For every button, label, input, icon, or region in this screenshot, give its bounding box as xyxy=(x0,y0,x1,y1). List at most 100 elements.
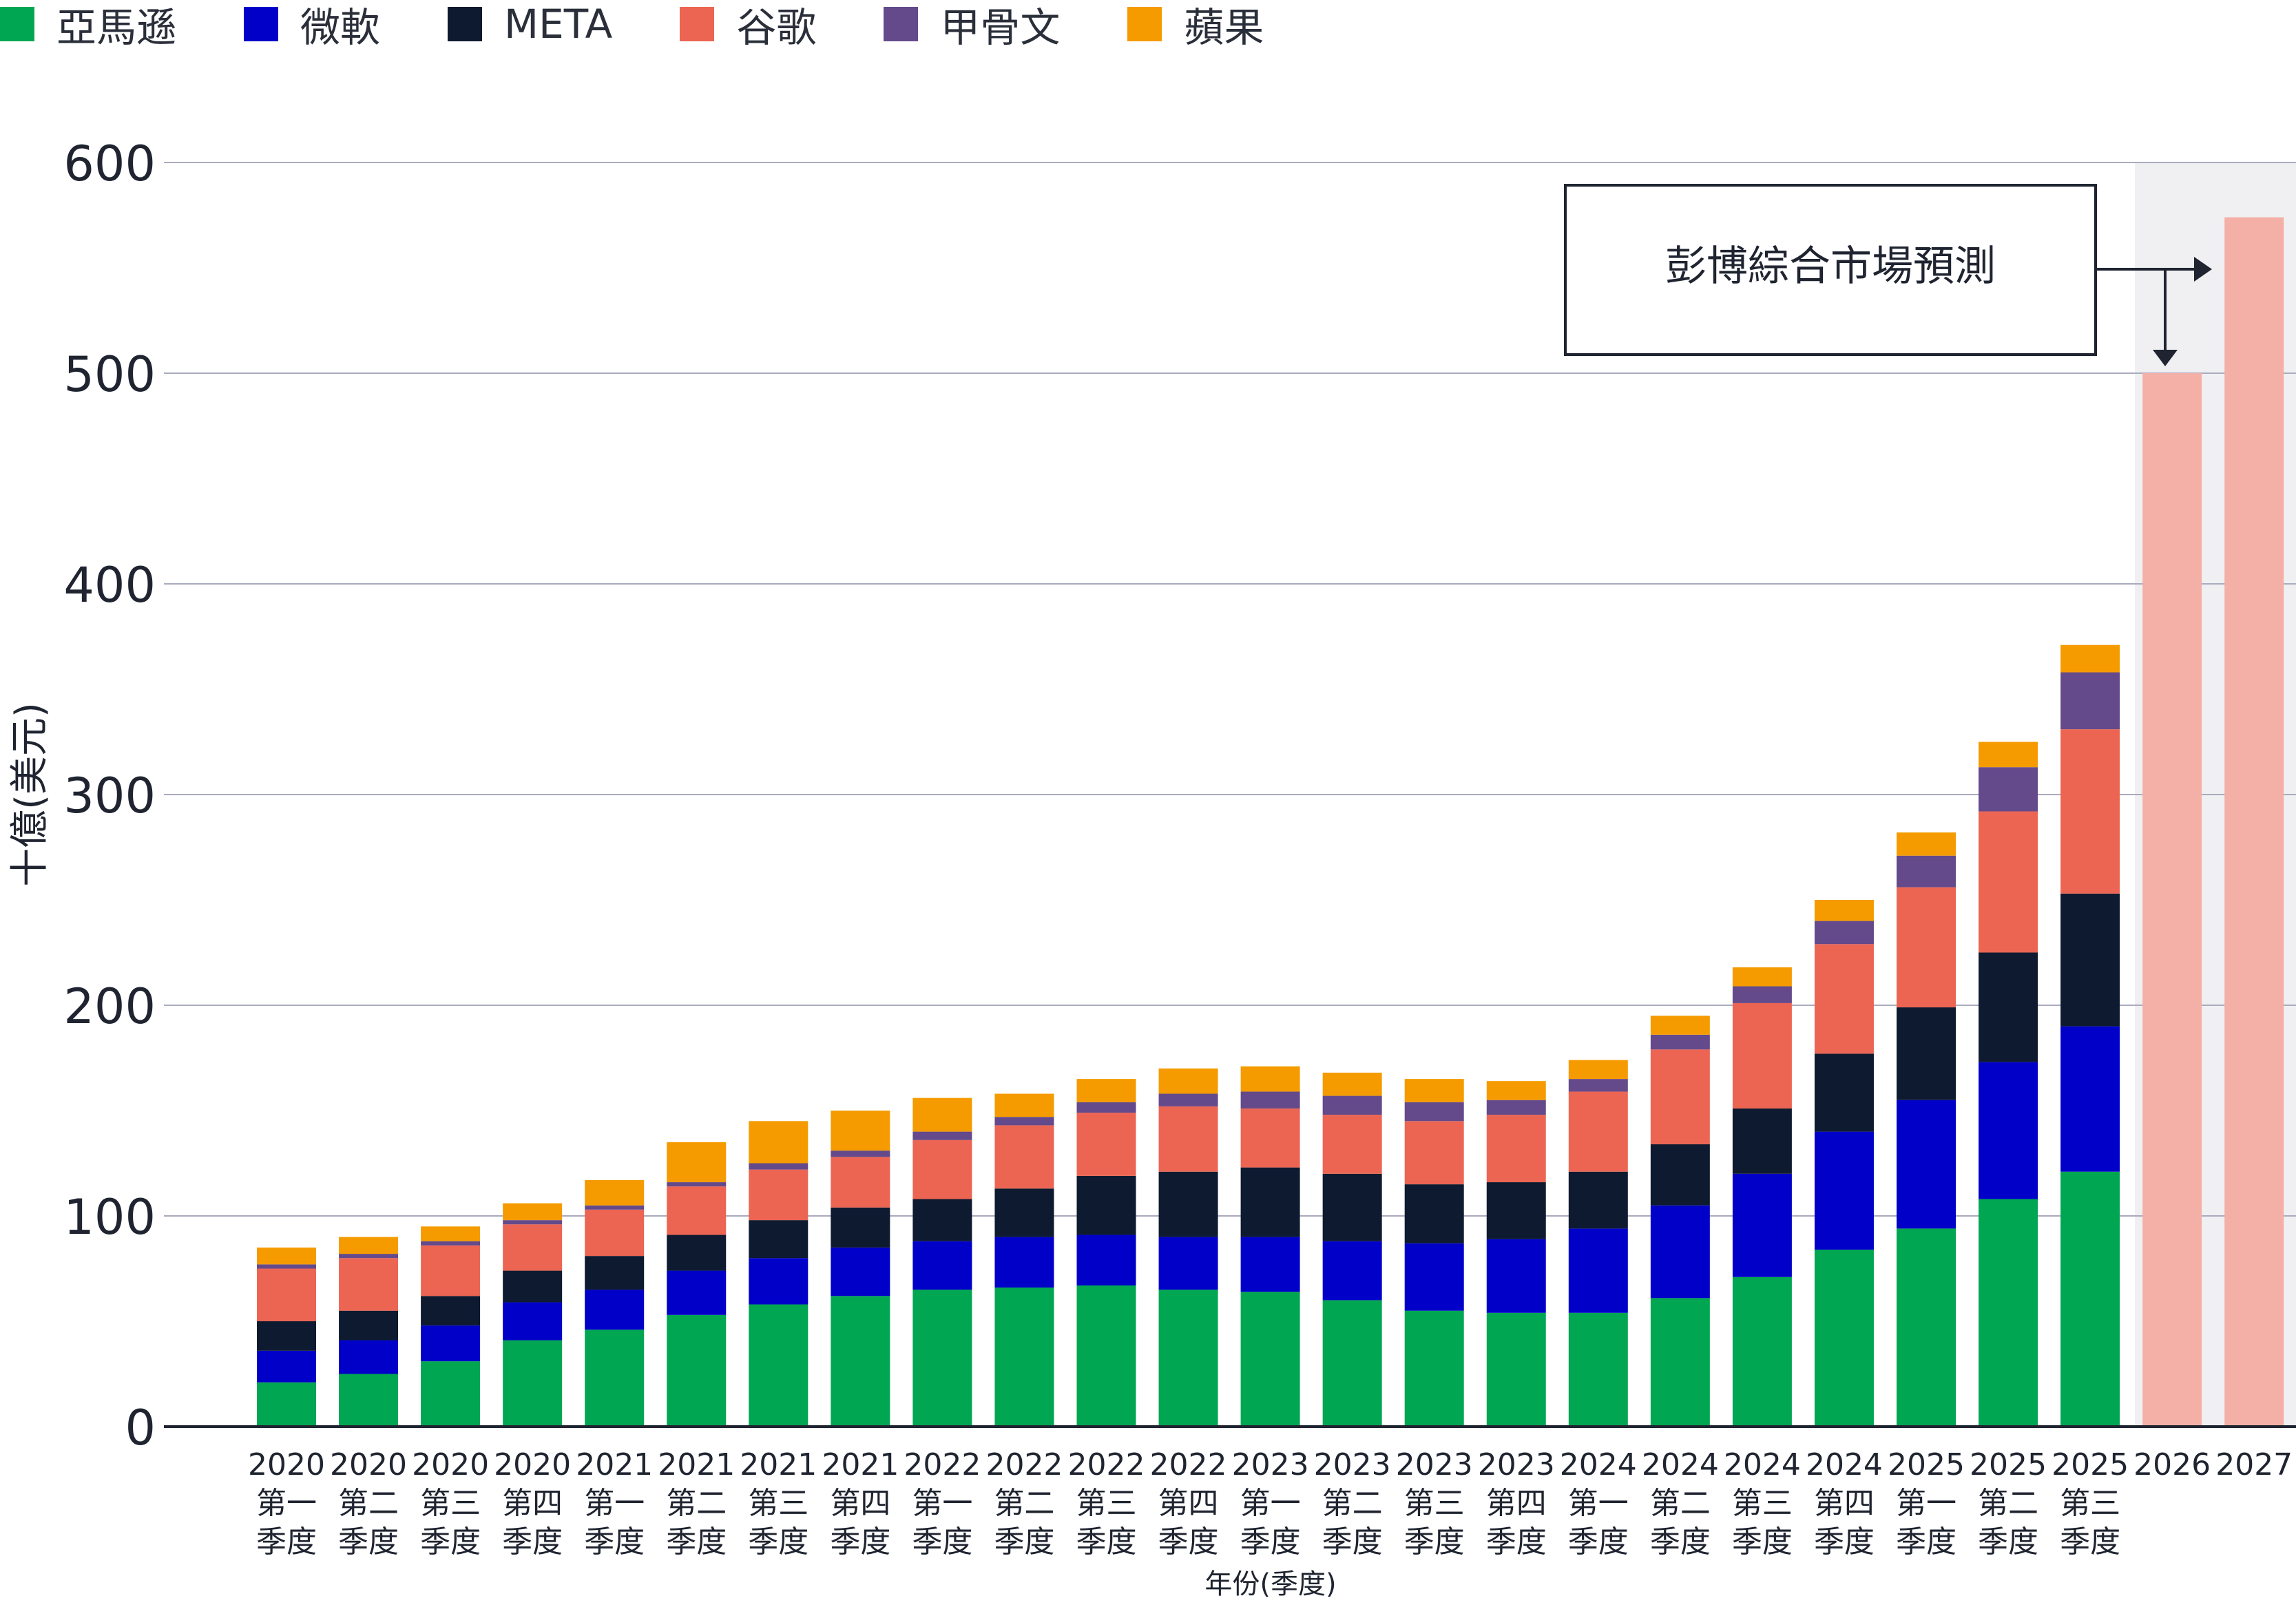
x-tick-label: 2021 xyxy=(822,1447,899,1482)
legend-item: META xyxy=(448,1,612,48)
x-tick-label: 第一 xyxy=(1568,1486,1629,1521)
bar-segment xyxy=(831,1157,890,1208)
x-tick-label: 季度 xyxy=(338,1524,399,1559)
bar-segment xyxy=(585,1205,645,1210)
x-tick-label: 季度 xyxy=(1076,1524,1137,1559)
bar-segment xyxy=(1240,1167,1300,1237)
legend-swatch xyxy=(680,7,715,41)
bar-segment xyxy=(257,1350,316,1383)
x-tick-label: 第一 xyxy=(1240,1486,1301,1521)
legend-label: 微軟 xyxy=(300,4,381,51)
x-tick-label: 2022 xyxy=(904,1447,981,1482)
x-tick-label: 2021 xyxy=(576,1447,653,1482)
bar-segment xyxy=(1486,1115,1546,1183)
x-axis-title: 年份(季度) xyxy=(1204,1568,1336,1600)
legend-swatch xyxy=(884,7,919,41)
bar-segment xyxy=(912,1241,972,1290)
x-tick-label: 2024 xyxy=(1642,1447,1719,1482)
x-tick-label: 第二 xyxy=(1650,1486,1711,1521)
bar-segment xyxy=(2060,672,2120,730)
bar-segment xyxy=(831,1111,890,1151)
x-tick-label: 季度 xyxy=(502,1524,563,1559)
y-tick-label: 600 xyxy=(63,136,156,192)
x-tick-label: 2025 xyxy=(2052,1447,2129,1482)
bar-segment xyxy=(1979,811,2038,953)
bar-segment xyxy=(1404,1310,1464,1427)
legend-swatch xyxy=(0,7,34,41)
bar-segment xyxy=(1814,1249,1874,1427)
bar-segment xyxy=(912,1131,972,1140)
bar-segment xyxy=(1076,1113,1136,1176)
bar-segment xyxy=(749,1169,808,1221)
bar-segment xyxy=(1814,900,1874,921)
bar-segment xyxy=(1897,887,1956,1008)
forecast-annotation-box xyxy=(1564,184,2097,356)
bar-segment xyxy=(1240,1292,1300,1427)
x-tick-label: 第一 xyxy=(1896,1486,1956,1521)
bar-segment xyxy=(1076,1079,1136,1102)
bar-segment xyxy=(503,1340,563,1427)
bar-segment xyxy=(339,1237,399,1254)
legend-item: 甲骨文 xyxy=(884,0,1060,53)
bar-segment xyxy=(257,1264,316,1269)
bar-segment xyxy=(749,1304,808,1427)
bar-segment xyxy=(257,1321,316,1351)
bar-segment xyxy=(1404,1243,1464,1311)
x-tick-label: 2021 xyxy=(658,1447,735,1482)
x-tick-label: 第三 xyxy=(420,1486,481,1521)
bar-segment xyxy=(421,1241,481,1246)
x-tick-label: 2022 xyxy=(985,1447,1063,1482)
x-tick-label: 2022 xyxy=(1150,1447,1227,1482)
x-tick-label: 季度 xyxy=(912,1524,972,1559)
bar-segment xyxy=(1322,1072,1382,1096)
bar-segment xyxy=(1240,1066,1300,1092)
forecast-bar xyxy=(2224,217,2284,1427)
bar-segment xyxy=(667,1142,727,1183)
bar-segment xyxy=(2060,729,2120,894)
legend: 亞馬遜 微軟 META 谷歌 甲骨文 蘋果 xyxy=(0,0,1331,51)
x-tick-label: 2024 xyxy=(1806,1447,1883,1482)
x-tick-label: 季度 xyxy=(1814,1524,1875,1559)
arrow-right-icon xyxy=(2194,257,2212,282)
legend-item: 亞馬遜 xyxy=(0,0,176,53)
bar-segment xyxy=(1076,1285,1136,1427)
bar-segment xyxy=(421,1296,481,1326)
bar-segment xyxy=(1897,1100,1956,1229)
x-tick-label: 2027 xyxy=(2215,1447,2293,1482)
bar-segment xyxy=(257,1247,316,1265)
x-tick-label: 季度 xyxy=(1404,1524,1465,1559)
bar-segment xyxy=(1322,1300,1382,1427)
bar-segment xyxy=(1732,1277,1792,1427)
legend-item: 谷歌 xyxy=(680,0,816,53)
bar-segment xyxy=(1158,1106,1218,1172)
x-tick-label: 季度 xyxy=(748,1524,808,1559)
bar-segment xyxy=(667,1182,727,1187)
bar-segment xyxy=(1732,986,1792,1003)
bar-segment xyxy=(1897,1007,1956,1100)
x-tick-label: 季度 xyxy=(1978,1524,2038,1559)
bar-segment xyxy=(912,1199,972,1241)
bar-segment xyxy=(1814,944,1874,1054)
bar-segment xyxy=(912,1139,972,1199)
x-tick-label: 季度 xyxy=(584,1524,645,1559)
bar-segment xyxy=(1650,1298,1710,1427)
x-tick-label: 季度 xyxy=(1240,1524,1301,1559)
bar-segment xyxy=(1322,1115,1382,1174)
bar-segment xyxy=(1897,1228,1956,1427)
y-tick-label: 200 xyxy=(63,978,156,1035)
x-tick-label: 2025 xyxy=(1970,1447,2047,1482)
bar-segment xyxy=(1158,1171,1218,1237)
forecast-annotation: 彭博綜合市場預測 xyxy=(1564,184,2212,366)
bar-segment xyxy=(2060,1171,2120,1427)
bar-segment xyxy=(503,1224,563,1271)
x-tick-label: 第二 xyxy=(994,1486,1054,1521)
x-tick-label: 第二 xyxy=(1322,1486,1383,1521)
bar-segment xyxy=(831,1207,890,1248)
bar-segment xyxy=(831,1247,890,1296)
y-tick-label: 400 xyxy=(63,557,156,613)
bar-segment xyxy=(1650,1034,1710,1050)
bar-segment xyxy=(1979,1062,2038,1199)
x-tick-label: 季度 xyxy=(420,1524,481,1559)
x-tick-label: 2023 xyxy=(1396,1447,1473,1482)
bar-segment xyxy=(503,1220,563,1225)
